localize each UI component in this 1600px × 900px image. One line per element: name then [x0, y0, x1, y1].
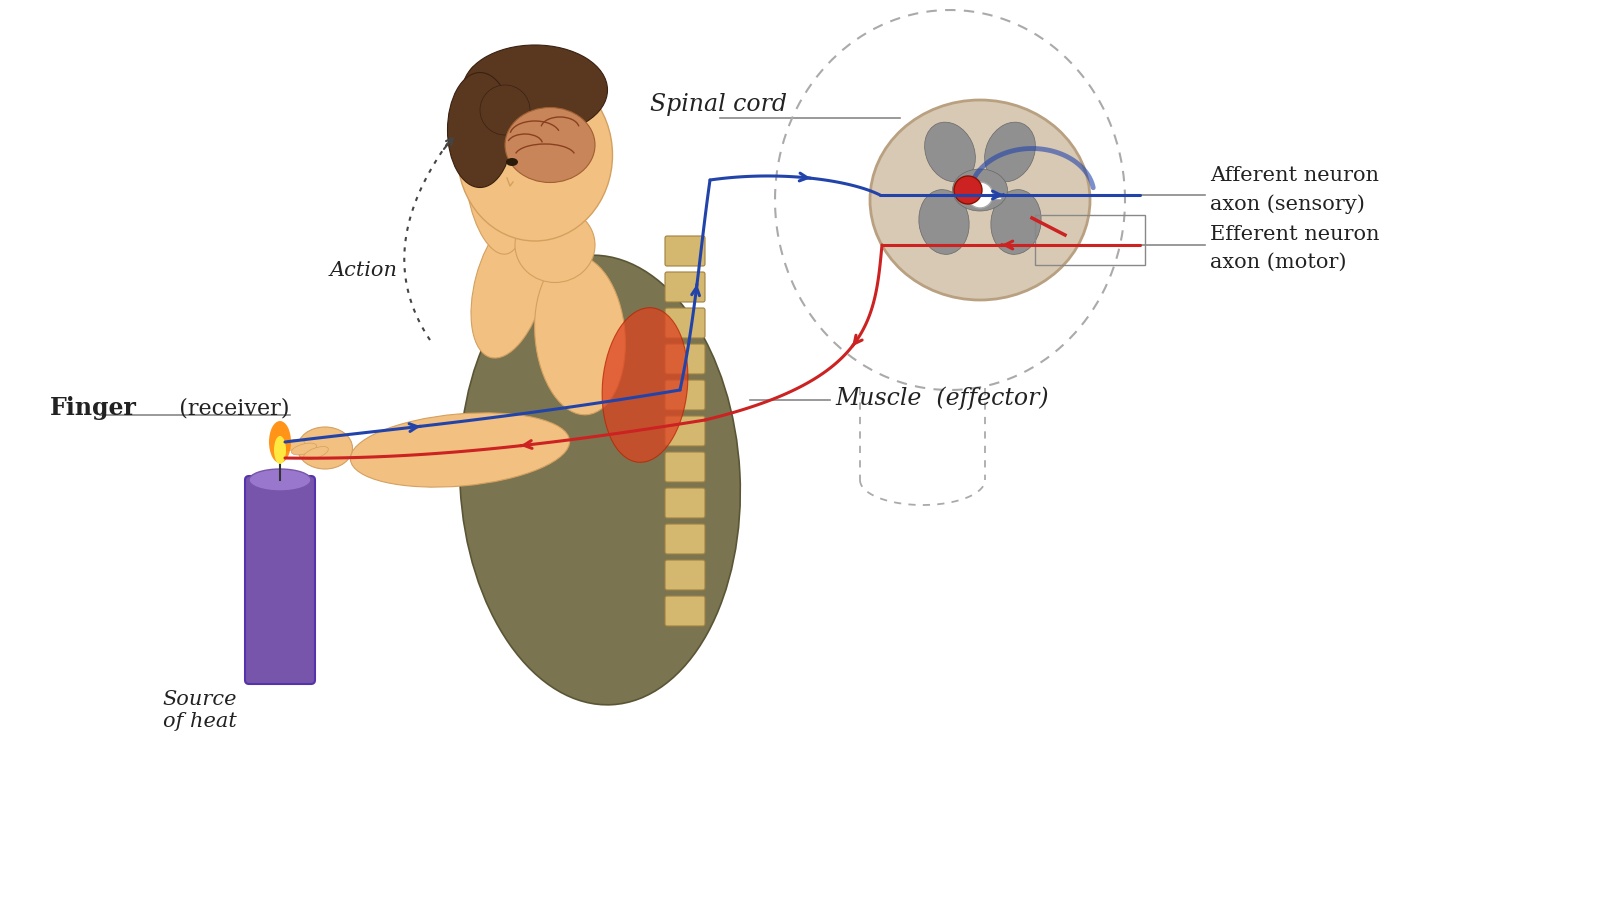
Ellipse shape — [448, 73, 512, 187]
Ellipse shape — [458, 69, 613, 241]
Ellipse shape — [304, 446, 328, 460]
Text: Source
of heat: Source of heat — [163, 690, 237, 731]
FancyBboxPatch shape — [666, 560, 706, 590]
Ellipse shape — [984, 122, 1035, 182]
FancyBboxPatch shape — [666, 488, 706, 518]
Ellipse shape — [515, 208, 595, 283]
Ellipse shape — [952, 169, 1008, 211]
Text: (receiver): (receiver) — [165, 397, 290, 419]
Text: Muscle  (effector): Muscle (effector) — [835, 386, 1048, 410]
Ellipse shape — [480, 85, 530, 135]
Ellipse shape — [469, 89, 510, 141]
FancyBboxPatch shape — [666, 308, 706, 338]
Ellipse shape — [250, 469, 310, 491]
FancyBboxPatch shape — [666, 416, 706, 446]
Circle shape — [954, 176, 982, 204]
Ellipse shape — [478, 61, 490, 89]
Ellipse shape — [459, 256, 741, 705]
FancyBboxPatch shape — [666, 236, 706, 266]
Ellipse shape — [491, 56, 501, 84]
Ellipse shape — [274, 436, 286, 464]
Ellipse shape — [298, 427, 352, 469]
Ellipse shape — [462, 45, 608, 135]
Text: Afferent neuron
axon (sensory): Afferent neuron axon (sensory) — [1210, 166, 1379, 214]
Ellipse shape — [291, 443, 317, 454]
Ellipse shape — [534, 256, 626, 415]
Ellipse shape — [467, 67, 477, 94]
FancyBboxPatch shape — [666, 272, 706, 302]
Text: Finger: Finger — [50, 396, 138, 420]
Ellipse shape — [925, 122, 976, 182]
Text: Spinal cord: Spinal cord — [650, 94, 787, 116]
Ellipse shape — [990, 190, 1042, 255]
FancyBboxPatch shape — [666, 596, 706, 626]
Ellipse shape — [506, 158, 518, 166]
Ellipse shape — [870, 100, 1090, 300]
FancyBboxPatch shape — [666, 344, 706, 374]
Ellipse shape — [466, 126, 525, 254]
Ellipse shape — [506, 107, 595, 183]
Ellipse shape — [350, 413, 570, 487]
FancyBboxPatch shape — [666, 452, 706, 482]
FancyBboxPatch shape — [666, 524, 706, 554]
Circle shape — [966, 182, 994, 208]
Ellipse shape — [269, 421, 291, 463]
Text: Efferent neuron
axon (motor): Efferent neuron axon (motor) — [1210, 224, 1379, 272]
Ellipse shape — [918, 190, 970, 255]
Text: Action: Action — [330, 260, 398, 280]
Ellipse shape — [470, 212, 549, 358]
FancyBboxPatch shape — [245, 476, 315, 684]
Ellipse shape — [602, 308, 688, 463]
Ellipse shape — [278, 439, 306, 450]
FancyBboxPatch shape — [666, 380, 706, 410]
